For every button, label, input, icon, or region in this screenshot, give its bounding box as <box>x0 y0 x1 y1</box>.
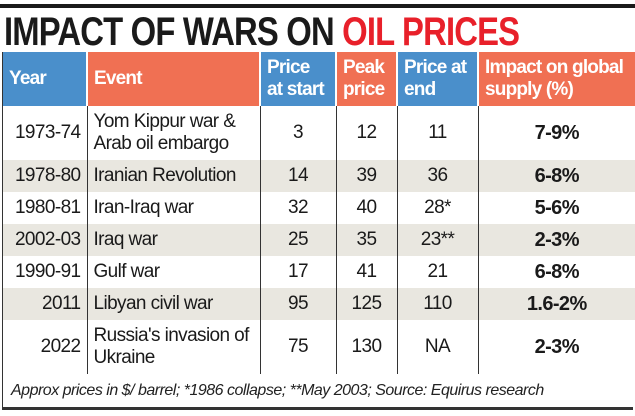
cell-year: 1990-91 <box>3 256 88 288</box>
cell-end: 21 <box>397 256 479 288</box>
top-rule <box>0 4 635 8</box>
table-row: 1980-81 Iran-Iraq war 32 40 28* 5-6% <box>3 192 635 224</box>
cell-year: 2002-03 <box>3 224 88 256</box>
cell-year: 1980-81 <box>3 192 88 224</box>
cell-end: NA <box>397 320 479 374</box>
cell-peak: 35 <box>336 224 398 256</box>
table-row: 1978-80 Iranian Revolution 14 39 36 6-8% <box>3 160 635 192</box>
col-header-impact: Impact on global supply (%) <box>478 52 635 106</box>
table-row: 2002-03 Iraq war 25 35 23** 2-3% <box>3 224 635 256</box>
cell-event: Iraq war <box>87 224 261 256</box>
title-red: OIL PRICES <box>342 10 520 54</box>
cell-impact: 5-6% <box>534 197 580 219</box>
cell-start: 95 <box>260 288 337 320</box>
table-row: 1990-91 Gulf war 17 41 21 6-8% <box>3 256 635 288</box>
col-header-peak-price: Peak price <box>336 52 398 106</box>
cell-peak: 125 <box>336 288 398 320</box>
cell-impact: 7-9% <box>534 122 580 144</box>
footnote: Approx prices in $/ barrel; *1986 collap… <box>11 382 544 399</box>
cell-event: Yom Kippur war & Arab oil embargo <box>87 106 261 160</box>
cell-start: 75 <box>260 320 337 374</box>
cell-impact: 6-8% <box>478 160 635 192</box>
cell-impact: 1.6-2% <box>478 288 635 320</box>
cell-event: Libyan civil war <box>87 288 261 320</box>
cell-event: Iran-Iraq war <box>87 192 261 224</box>
table-header-row: Year Event Price at start Peak price Pri… <box>3 52 635 106</box>
cell-start: 17 <box>260 256 337 288</box>
col-header-price-start: Price at start <box>260 52 337 106</box>
cell-peak: 41 <box>336 256 398 288</box>
cell-start: 25 <box>260 224 337 256</box>
page-title: IMPACT OF WARS ON OIL PRICES <box>4 10 520 54</box>
cell-peak: 130 <box>336 320 398 374</box>
cell-event: Gulf war <box>87 256 261 288</box>
cell-impact: 6-8% <box>534 261 580 283</box>
cell-impact: 2-3% <box>534 336 580 358</box>
cell-end: 28* <box>397 192 479 224</box>
table-row: 1973-74 Yom Kippur war & Arab oil embargo… <box>3 106 635 160</box>
cell-year: 1973-74 <box>3 106 88 160</box>
cell-end: 110 <box>397 288 479 320</box>
cell-start: 3 <box>260 106 337 160</box>
cell-end: 23** <box>397 224 479 256</box>
cell-impact: 2-3% <box>478 224 635 256</box>
cell-event: Iranian Revolution <box>87 160 261 192</box>
cell-year: 2022 <box>3 320 88 374</box>
cell-peak: 12 <box>336 106 398 160</box>
cell-end: 11 <box>397 106 479 160</box>
title-black: IMPACT OF WARS ON <box>4 10 343 54</box>
cell-event: Russia's invasion of Ukraine <box>87 320 261 374</box>
col-header-year: Year <box>3 52 88 106</box>
oil-price-table: Year Event Price at start Peak price Pri… <box>3 52 635 374</box>
cell-year: 1978-80 <box>3 160 88 192</box>
cell-start: 32 <box>260 192 337 224</box>
col-header-event: Event <box>87 52 261 106</box>
cell-peak: 39 <box>336 160 398 192</box>
cell-end: 36 <box>397 160 479 192</box>
col-header-price-end: Price at end <box>397 52 479 106</box>
cell-start: 14 <box>260 160 337 192</box>
table-row: 2011 Libyan civil war 95 125 110 1.6-2% <box>3 288 635 320</box>
cell-year: 2011 <box>3 288 88 320</box>
cell-peak: 40 <box>336 192 398 224</box>
table-row: 2022 Russia's invasion of Ukraine 75 130 NA 2… <box>3 320 635 374</box>
